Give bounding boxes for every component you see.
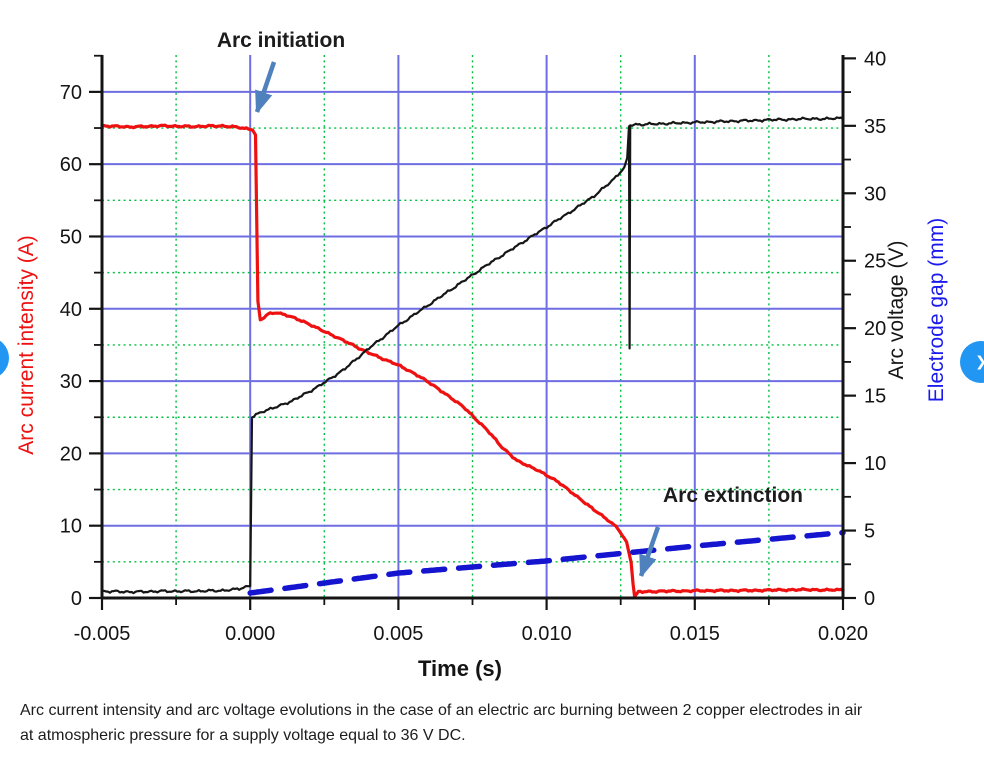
x-tick-label: -0.005 <box>74 623 131 645</box>
x-tick-label: 0.015 <box>670 623 720 645</box>
annotation-label: Arc initiation <box>217 29 345 52</box>
curve-arc-current-intensity <box>100 123 845 599</box>
y-right-tick-label: 10 <box>864 453 886 475</box>
chevron-right-icon: ❯ <box>975 354 984 370</box>
grid-minor-lines <box>102 55 843 598</box>
carousel-prev-button[interactable]: ❮ <box>0 337 9 379</box>
x-tick-label: 0.010 <box>522 623 572 645</box>
y-right-tick-label: 5 <box>864 521 875 543</box>
annotation-arrow-icon <box>638 526 661 576</box>
axis-labels: -0.005 0.000 0.005 0.010 0.015 0.020 0 10 20 30 40… <box>15 48 948 681</box>
y-right-tick-label: 25 <box>864 251 886 273</box>
curve-electrode-gap <box>247 529 846 596</box>
y-right2-axis-title: Electrode gap (mm) <box>925 218 948 402</box>
y-left-axis-title: Arc current intensity (A) <box>15 235 38 454</box>
y-left-tick-label: 50 <box>60 226 82 248</box>
annotation-label: Arc extinction <box>663 484 803 507</box>
curve-arc-voltage <box>100 116 845 595</box>
figure: -0.005 0.000 0.005 0.010 0.015 0.020 0 10 20 30 40… <box>15 29 948 744</box>
annotations: Arc initiation Arc extinction <box>217 29 803 576</box>
axes-and-ticks <box>89 54 856 610</box>
y-left-tick-label: 60 <box>60 154 82 176</box>
x-tick-label: 0.000 <box>225 623 275 645</box>
y-right-axis-title: Arc voltage (V) <box>885 241 908 380</box>
y-left-tick-label: 20 <box>60 443 82 465</box>
annotation-arrow-icon <box>254 61 277 112</box>
y-right-tick-label: 40 <box>864 48 886 70</box>
y-left-tick-label: 40 <box>60 299 82 321</box>
x-tick-label: 0.005 <box>373 623 423 645</box>
y-right-tick-label: 15 <box>864 386 886 408</box>
y-left-tick-label: 30 <box>60 371 82 393</box>
y-right-tick-label: 20 <box>864 318 886 340</box>
arc-chart: -0.005 0.000 0.005 0.010 0.015 0.020 0 10 20 30 40… <box>15 29 948 681</box>
y-right-tick-label: 0 <box>864 588 875 610</box>
data-curves <box>100 116 846 599</box>
y-left-tick-label: 70 <box>60 82 82 104</box>
y-left-tick-label: 10 <box>60 516 82 538</box>
figure-caption: Arc current intensity and arc voltage ev… <box>20 702 863 744</box>
x-tick-label: 0.020 <box>818 623 868 645</box>
y-right-tick-label: 30 <box>864 183 886 205</box>
y-right-tick-label: 35 <box>864 116 886 138</box>
x-axis-title: Time (s) <box>418 656 502 681</box>
y-left-tick-label: 0 <box>71 588 82 610</box>
